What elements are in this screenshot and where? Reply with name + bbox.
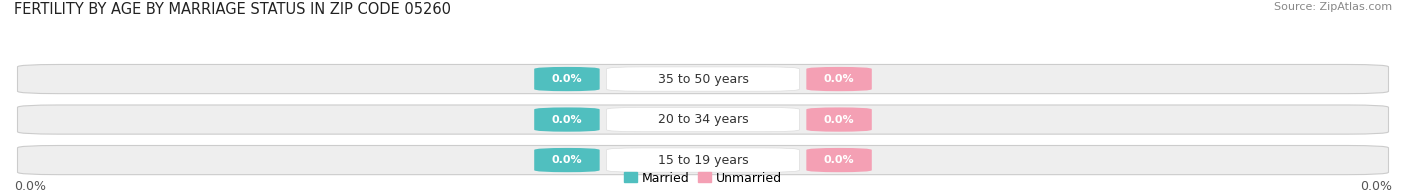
Text: 15 to 19 years: 15 to 19 years <box>658 154 748 167</box>
FancyBboxPatch shape <box>534 107 599 132</box>
FancyBboxPatch shape <box>807 67 872 91</box>
Text: FERTILITY BY AGE BY MARRIAGE STATUS IN ZIP CODE 05260: FERTILITY BY AGE BY MARRIAGE STATUS IN Z… <box>14 2 451 17</box>
Text: 0.0%: 0.0% <box>824 155 855 165</box>
FancyBboxPatch shape <box>534 67 599 91</box>
FancyBboxPatch shape <box>606 107 800 132</box>
Text: 0.0%: 0.0% <box>551 114 582 125</box>
FancyBboxPatch shape <box>606 148 800 172</box>
Text: Source: ZipAtlas.com: Source: ZipAtlas.com <box>1274 2 1392 12</box>
Text: 0.0%: 0.0% <box>551 74 582 84</box>
FancyBboxPatch shape <box>17 105 1389 134</box>
FancyBboxPatch shape <box>534 148 599 172</box>
Legend: Married, Unmarried: Married, Unmarried <box>619 167 787 190</box>
Text: 0.0%: 0.0% <box>551 155 582 165</box>
Text: 20 to 34 years: 20 to 34 years <box>658 113 748 126</box>
FancyBboxPatch shape <box>17 64 1389 94</box>
FancyBboxPatch shape <box>807 148 872 172</box>
FancyBboxPatch shape <box>606 67 800 91</box>
Text: 0.0%: 0.0% <box>824 74 855 84</box>
Text: 0.0%: 0.0% <box>1360 180 1392 193</box>
Text: 35 to 50 years: 35 to 50 years <box>658 73 748 85</box>
FancyBboxPatch shape <box>807 107 872 132</box>
FancyBboxPatch shape <box>17 145 1389 175</box>
Text: 0.0%: 0.0% <box>824 114 855 125</box>
Text: 0.0%: 0.0% <box>14 180 46 193</box>
